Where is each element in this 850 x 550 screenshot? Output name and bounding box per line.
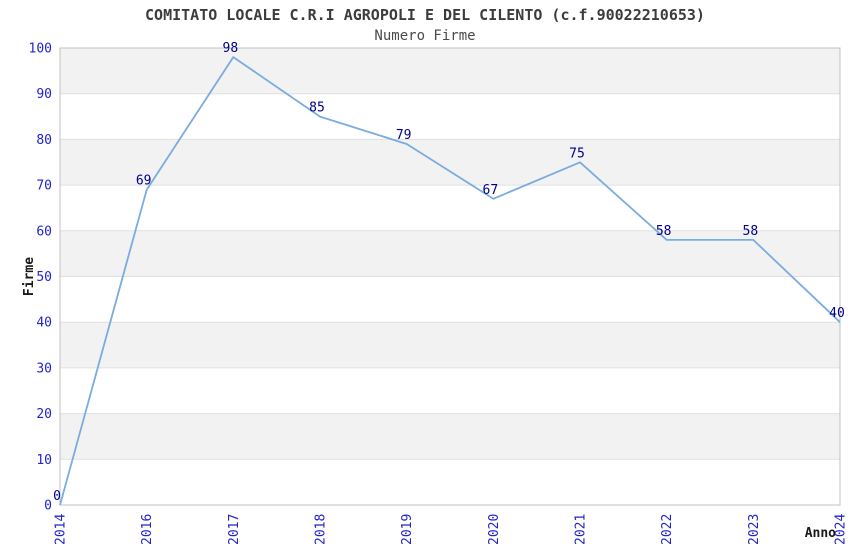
point-label: 67 [483, 183, 499, 198]
point-label: 85 [309, 101, 325, 116]
point-label: 98 [223, 41, 239, 56]
x-tick-label: 2014 [54, 514, 69, 545]
x-tick-label: 2023 [747, 514, 762, 545]
x-tick-label: 2024 [834, 514, 849, 545]
plot-band [60, 322, 840, 368]
x-tick-label: 2021 [574, 514, 589, 545]
y-tick-label: 50 [36, 270, 52, 285]
x-tick-label: 2019 [400, 514, 415, 545]
y-tick-label: 10 [36, 453, 52, 468]
point-label: 40 [829, 306, 845, 321]
y-tick-label: 0 [44, 499, 52, 514]
x-axis-label: Anno [805, 526, 836, 541]
plot-band [60, 230, 840, 277]
point-label: 69 [136, 174, 152, 189]
point-label: 75 [569, 146, 585, 161]
y-tick-label: 20 [36, 407, 52, 422]
point-label: 0 [53, 489, 61, 504]
plot-band [60, 185, 840, 231]
x-tick-label: 2022 [660, 514, 675, 545]
plot-band [60, 459, 840, 505]
data-line [59, 56, 841, 506]
plot-band [60, 413, 840, 460]
y-tick-label: 90 [36, 87, 52, 102]
point-label: 79 [396, 128, 412, 143]
x-tick-label: 2016 [140, 514, 155, 545]
point-label: 58 [656, 224, 672, 239]
x-tick-label: 2017 [227, 514, 242, 545]
y-tick-label: 60 [36, 224, 52, 239]
plot-border [59, 47, 841, 506]
plot-band [60, 139, 840, 186]
y-tick-label: 100 [29, 42, 52, 57]
chart-title: COMITATO LOCALE C.R.I AGROPOLI E DEL CIL… [145, 6, 705, 24]
y-tick-label: 80 [36, 133, 52, 148]
y-tick-label: 70 [36, 179, 52, 194]
y-tick-label: 30 [36, 361, 52, 376]
plot-band [60, 93, 840, 140]
x-tick-label: 2018 [314, 514, 329, 545]
plot-band [60, 48, 840, 94]
x-tick-label: 2020 [487, 514, 502, 545]
y-axis-label: Firme [22, 257, 37, 296]
point-label: 58 [743, 224, 759, 239]
plot-band [60, 367, 840, 414]
y-tick-label: 40 [36, 316, 52, 331]
chart-subtitle: Numero Firme [374, 28, 476, 44]
plot-band [60, 276, 840, 323]
